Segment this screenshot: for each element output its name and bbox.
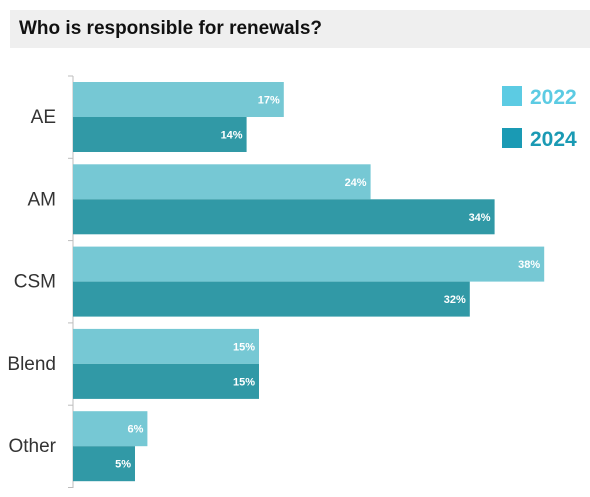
category-label-blend: Blend: [7, 354, 56, 375]
data-label-2022-other: 6%: [127, 424, 143, 436]
data-label-2024-blend: 15%: [233, 376, 255, 388]
data-label-2024-csm: 32%: [444, 294, 466, 306]
chart-title-bar: Who is responsible for renewals?: [10, 10, 590, 48]
data-label-2022-csm: 38%: [518, 259, 540, 271]
legend-swatch-2022: [502, 86, 522, 106]
data-label-2022-ae: 17%: [258, 95, 280, 107]
bar-2022-blend: [73, 328, 259, 364]
bar-2024-ae: [73, 117, 247, 152]
bar-2022-csm: [73, 246, 545, 282]
data-label-2022-blend: 15%: [233, 341, 255, 353]
data-label-2022-am: 24%: [345, 177, 367, 189]
bar-2024-am: [73, 199, 495, 235]
bar-2024-other: [73, 446, 135, 482]
bar-2024-csm: [73, 281, 470, 317]
bar-2022-am: [73, 164, 371, 200]
category-label-csm: CSM: [14, 272, 56, 293]
category-label-am: AM: [28, 189, 57, 210]
category-label-ae: AE: [31, 107, 56, 128]
data-label-2024-other: 5%: [115, 459, 131, 471]
legend-label-2022: 2022: [530, 86, 577, 109]
legend-swatch-2024: [502, 128, 522, 148]
chart-title: Who is responsible for renewals?: [19, 18, 323, 39]
legend-label-2024: 2024: [530, 128, 577, 151]
data-label-2024-ae: 14%: [221, 130, 243, 142]
bar-2022-other: [73, 411, 148, 447]
data-label-2024-am: 34%: [469, 212, 491, 224]
bar-2024-blend: [73, 363, 259, 399]
category-label-other: Other: [8, 436, 56, 457]
bar-2022-ae: [73, 82, 284, 117]
